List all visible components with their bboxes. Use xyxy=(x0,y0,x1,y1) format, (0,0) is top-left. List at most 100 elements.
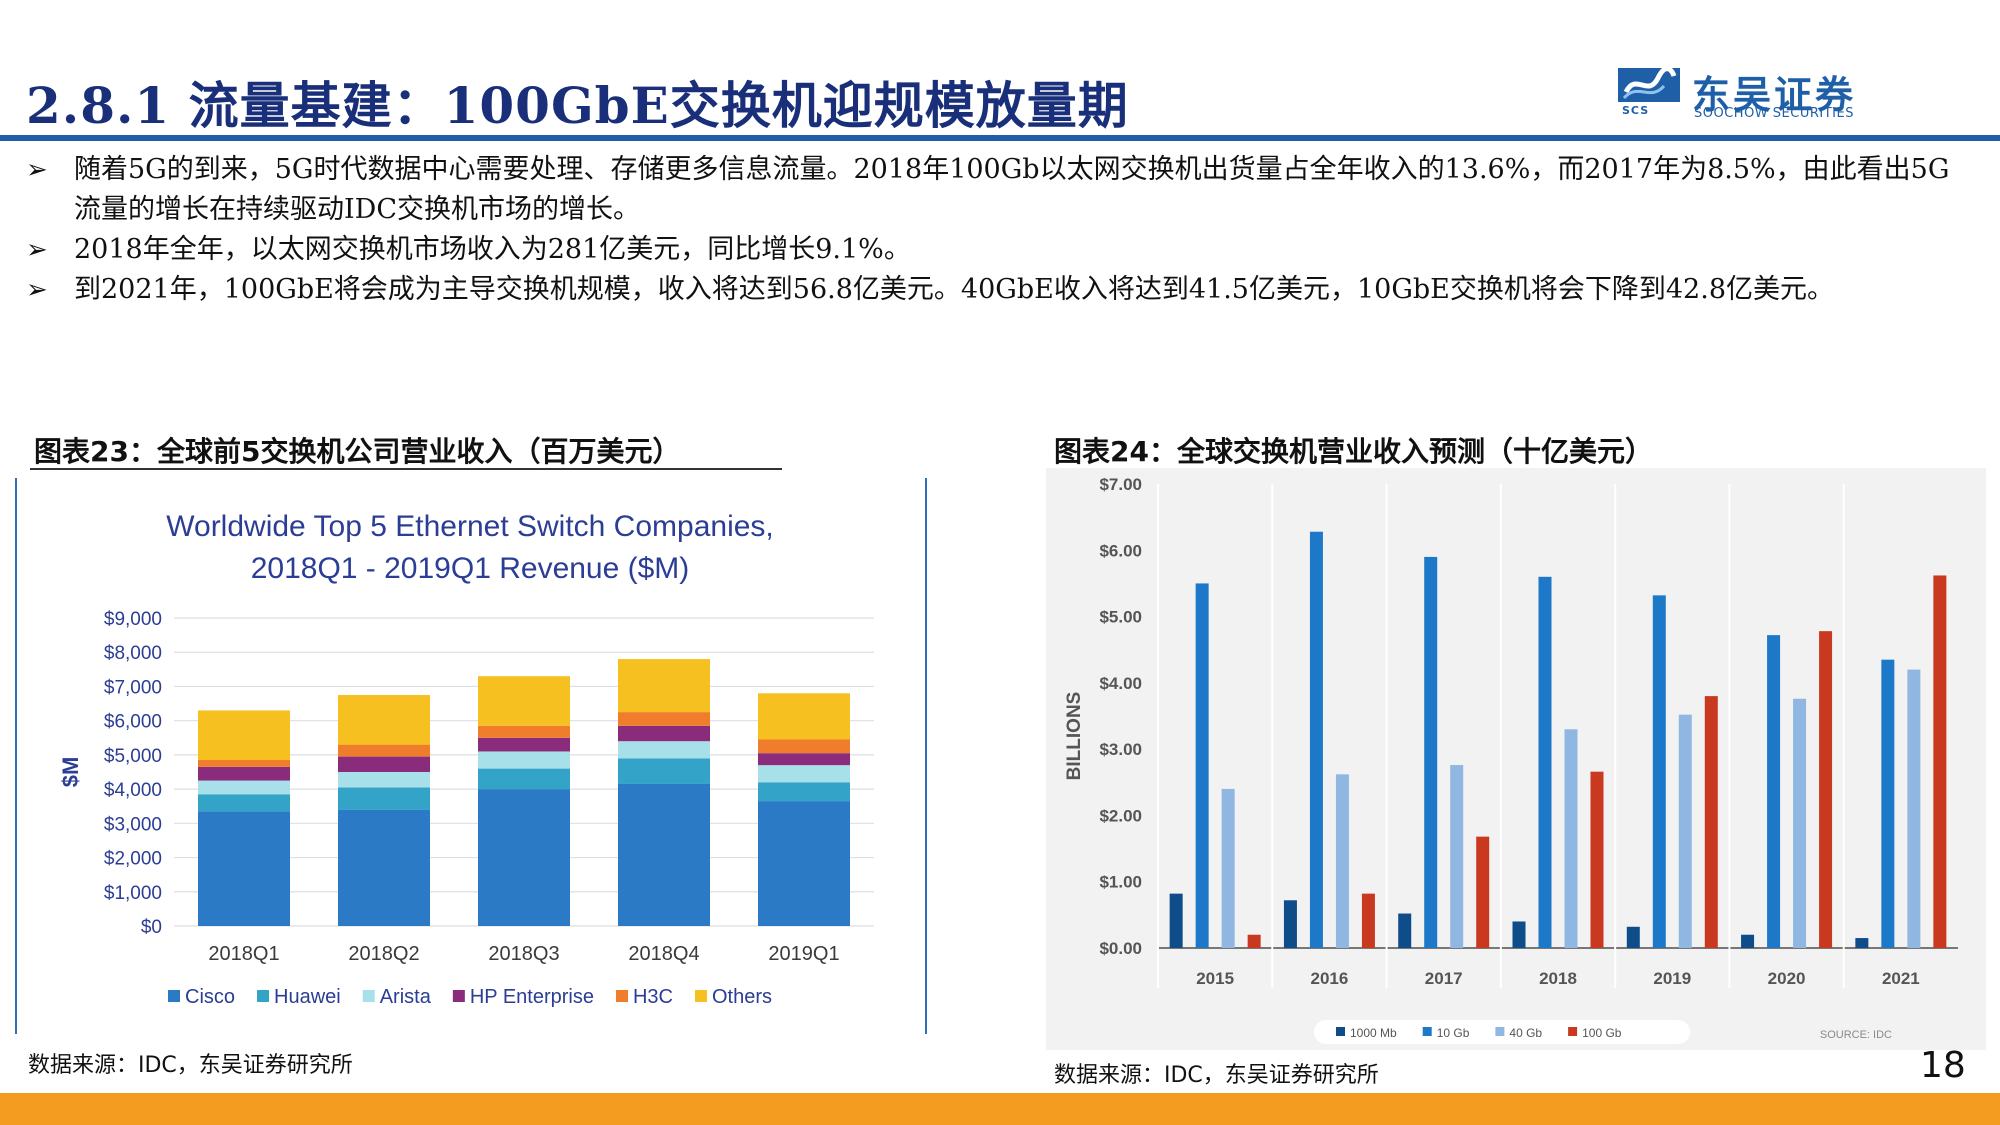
chart1-y-tick-label: $2,000 xyxy=(104,849,162,870)
chart1-y-tick-label: $6,000 xyxy=(104,712,162,733)
chart1-bar-segment xyxy=(618,783,710,926)
chart2-source-annotation: SOURCE: IDC xyxy=(1820,1029,1892,1041)
chart2-bar xyxy=(1907,669,1921,948)
chart1-bar-segment xyxy=(478,676,570,726)
figure23-chart: Worldwide Top 5 Ethernet Switch Companie… xyxy=(14,478,930,1036)
chart2-legend-swatch xyxy=(1422,1027,1432,1036)
chart2-bar xyxy=(1767,635,1781,948)
chart1-x-tick-label: 2018Q4 xyxy=(628,943,699,965)
chart1-bar-segment xyxy=(338,744,430,757)
chart2-bar xyxy=(1195,583,1209,948)
chart2-x-tick-label: 2017 xyxy=(1425,969,1463,988)
logo-mark-text: SCS xyxy=(1622,104,1650,117)
figure23-caption-rule xyxy=(30,468,782,470)
chart1-bar-segment xyxy=(478,751,570,769)
company-logo: SCS 东吴证券 SOOCHOW SECURITIES xyxy=(1618,64,1898,122)
chart1-legend-swatch xyxy=(257,990,270,1002)
chart2-bar xyxy=(1704,696,1718,948)
chart1-y-axis-label: $M xyxy=(58,757,83,788)
chart2-legend-swatch xyxy=(1336,1027,1345,1036)
bullet-arrow-icon: ➢ xyxy=(26,155,48,185)
chart2-bar xyxy=(1283,900,1297,948)
chart1-bar-segment xyxy=(198,780,290,795)
title-divider xyxy=(0,135,2000,141)
chart1-bar-segment xyxy=(758,782,850,802)
chart2-y-axis-label: BILLIONS xyxy=(1064,692,1085,781)
chart1-legend-swatch xyxy=(695,990,707,1002)
chart1-legend-label: H3C xyxy=(633,986,673,1008)
chart1-bar-segment xyxy=(338,809,430,926)
chart1-y-tick-label: $7,000 xyxy=(104,677,162,698)
chart2-bar xyxy=(1361,893,1375,948)
chart1-legend-label: Others xyxy=(712,986,772,1008)
chart2-y-tick-label: $0.00 xyxy=(1099,939,1142,958)
chart1-bar-segment xyxy=(478,737,570,752)
chart1-bar-segment xyxy=(618,712,710,726)
bullet-text: 到2021年，100GbE将会成为主导交换机规模，收入将达到56.8亿美元。40… xyxy=(74,274,1834,305)
chart2-bar xyxy=(1819,631,1833,948)
chart1-legend-swatch xyxy=(362,990,375,1002)
chart1-bar-segment xyxy=(478,768,570,790)
chart2-bar xyxy=(1933,575,1947,948)
chart2-bar xyxy=(1450,765,1464,948)
chart2-bar xyxy=(1309,531,1323,948)
logo-name-en: SOOCHOW SECURITIES xyxy=(1694,106,1854,121)
bullet-arrow-icon: ➢ xyxy=(26,275,48,305)
chart2-bar xyxy=(1590,771,1604,948)
page-number: 18 xyxy=(1920,1045,1966,1086)
chart1-legend-label: Arista xyxy=(380,986,432,1008)
chart1-legend-label: Huawei xyxy=(274,986,341,1008)
chart1-bar-segment xyxy=(478,725,570,738)
chart2-x-tick-label: 2018 xyxy=(1539,969,1577,988)
chart1-y-tick-label: $3,000 xyxy=(104,814,162,835)
chart1-bar-segment xyxy=(758,801,850,926)
chart1-bar-segment xyxy=(198,811,290,926)
chart1-bar-segment xyxy=(758,765,850,783)
chart2-x-tick-label: 2019 xyxy=(1653,969,1691,988)
bullet-text: 随着5G的到来，5G时代数据中心需要处理、存储更多信息流量。2018年100Gb… xyxy=(74,154,1950,225)
chart2-background xyxy=(1046,468,1986,1050)
chart1-x-tick-label: 2018Q3 xyxy=(488,943,559,965)
chart1-bar-segment xyxy=(618,659,710,713)
chart2-legend-swatch xyxy=(1495,1027,1505,1036)
chart1-x-tick-label: 2018Q1 xyxy=(208,943,279,965)
bullet-item: ➢ 随着5G的到来，5G时代数据中心需要处理、存储更多信息流量。2018年100… xyxy=(26,150,1976,230)
chart1-bar-segment xyxy=(338,787,430,810)
chart1-title: Worldwide Top 5 Ethernet Switch Companie… xyxy=(166,510,774,543)
chart2-bar xyxy=(1247,934,1261,948)
chart1-legend-swatch xyxy=(452,990,465,1002)
chart1-y-tick-label: $5,000 xyxy=(104,746,162,767)
chart1-bar-segment xyxy=(198,760,290,767)
chart1-y-tick-label: $4,000 xyxy=(104,780,162,801)
chart2-y-tick-label: $5.00 xyxy=(1099,608,1142,627)
figure24-caption: 图表24：全球交换机营业收入预测（十亿美元） xyxy=(1054,435,1653,468)
chart2-legend-label: 100 Gb xyxy=(1582,1026,1622,1040)
chart2-bar xyxy=(1564,729,1578,948)
logo-name-cn: 东吴证券 xyxy=(1692,73,1857,117)
chart1-legend-swatch xyxy=(168,990,180,1002)
chart2-x-tick-label: 2015 xyxy=(1196,969,1234,988)
chart2-y-tick-label: $2.00 xyxy=(1099,806,1142,825)
bullet-item: ➢ 2018年全年，以太网交换机市场收入为281亿美元，同比增长9.1%。 xyxy=(26,230,1976,270)
bullet-text: 2018年全年，以太网交换机市场收入为281亿美元，同比增长9.1%。 xyxy=(74,234,911,265)
chart2-bar xyxy=(1626,926,1640,948)
bullet-arrow-icon: ➢ xyxy=(26,235,48,265)
page-title: 2.8.1 流量基建：100GbE交换机迎规模放量期 xyxy=(26,76,1129,135)
chart2-y-tick-label: $3.00 xyxy=(1099,740,1142,759)
chart2-bar xyxy=(1398,913,1412,948)
chart2-bar xyxy=(1221,788,1235,948)
chart1-legend-label: Cisco xyxy=(185,986,235,1008)
chart1-bar-segment xyxy=(198,794,290,812)
chart1-legend-swatch xyxy=(615,990,628,1002)
chart2-bar xyxy=(1476,836,1490,948)
chart1-y-tick-label: $1,000 xyxy=(104,883,162,904)
chart1-bar-segment xyxy=(338,756,430,772)
bullet-item: ➢ 到2021年，100GbE将会成为主导交换机规模，收入将达到56.8亿美元。… xyxy=(26,270,1976,310)
chart1-bar-segment xyxy=(758,693,850,740)
chart1-y-tick-label: $9,000 xyxy=(104,609,162,630)
footer-bar xyxy=(0,1093,2000,1125)
chart2-bar xyxy=(1881,659,1895,948)
chart1-bar-segment xyxy=(338,695,430,745)
chart2-legend-label: 1000 Mb xyxy=(1350,1026,1397,1040)
chart1-bar-segment xyxy=(198,766,290,781)
